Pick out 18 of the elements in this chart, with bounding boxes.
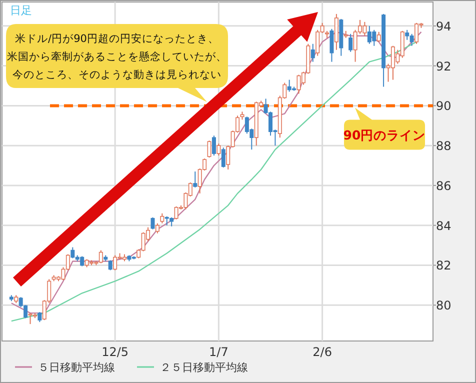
ytick: 90 bbox=[436, 99, 452, 114]
annotation: 日足 bbox=[10, 4, 32, 17]
ytick: 84 bbox=[436, 218, 452, 233]
annotation: 今のところ、そのような動きは見られない bbox=[12, 69, 222, 81]
xtick: 1/7 bbox=[209, 345, 228, 359]
ytick: 82 bbox=[436, 258, 452, 273]
annotation: 米国から牽制があることを懸念していたが、 bbox=[7, 51, 227, 63]
xtick: 2/6 bbox=[312, 345, 332, 359]
ytick: 86 bbox=[436, 178, 452, 193]
annotation: 米ドル/円が90円超の円安になったとき、 bbox=[15, 33, 219, 45]
ytick: 94 bbox=[436, 19, 452, 34]
legend-label: ５日移動平均線 bbox=[38, 361, 115, 374]
legend-label: ２５日移動平均線 bbox=[160, 361, 248, 374]
ytick: 80 bbox=[436, 298, 452, 313]
xtick: 12/5 bbox=[102, 345, 129, 359]
ytick: 88 bbox=[436, 139, 452, 154]
ref-label: 90円のライン bbox=[343, 128, 426, 143]
ytick: 92 bbox=[436, 59, 452, 74]
